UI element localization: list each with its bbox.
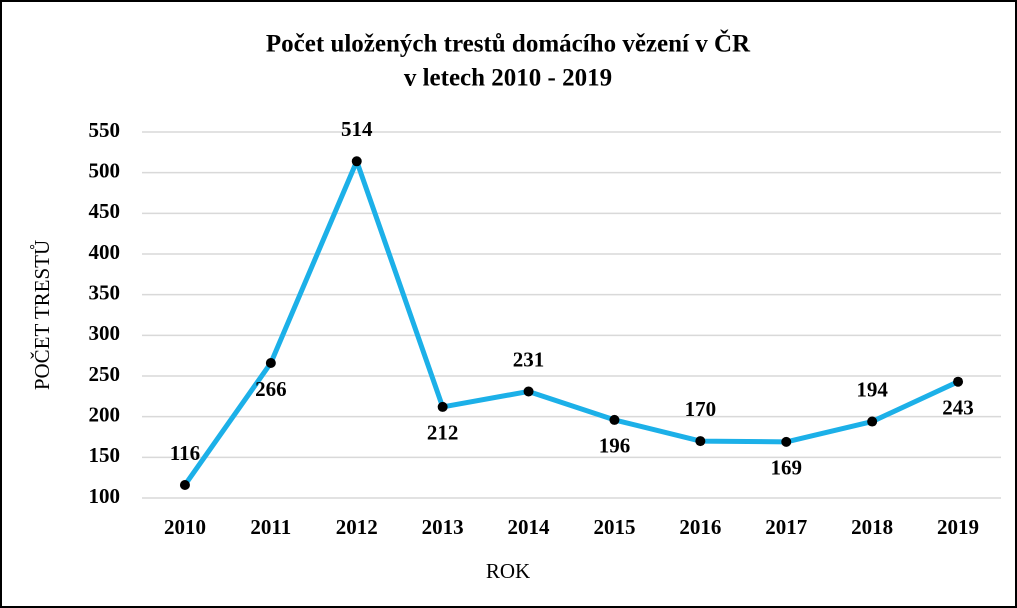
x-tick-label: 2017 bbox=[765, 515, 807, 539]
data-label: 266 bbox=[255, 377, 287, 401]
x-tick-label: 2013 bbox=[422, 515, 464, 539]
point bbox=[695, 436, 706, 447]
line bbox=[182, 158, 960, 487]
x-tick-label: 2016 bbox=[679, 515, 721, 539]
y-axis-label: POČET TRESTŮ bbox=[30, 240, 54, 390]
x-tick-label: 2012 bbox=[336, 515, 378, 539]
data-label: 169 bbox=[771, 456, 803, 480]
data-label: 170 bbox=[685, 397, 717, 421]
point bbox=[437, 401, 448, 412]
data-label: 212 bbox=[427, 421, 459, 445]
x-tick-label: 2015 bbox=[593, 515, 635, 539]
point bbox=[953, 376, 964, 387]
data-label: 514 bbox=[341, 117, 373, 141]
x-tick-label: 2010 bbox=[164, 515, 206, 539]
data-label: 231 bbox=[513, 347, 545, 371]
chart-subtitle: v letech 2010 - 2019 bbox=[404, 65, 612, 92]
point bbox=[781, 436, 792, 447]
y-tick-label: 200 bbox=[89, 402, 121, 426]
y-tick-label: 400 bbox=[89, 240, 121, 264]
data-label: 194 bbox=[856, 377, 888, 401]
y-tick-label: 250 bbox=[89, 362, 121, 386]
point bbox=[265, 357, 276, 368]
y-tick-label: 450 bbox=[89, 199, 121, 223]
data-label: 196 bbox=[599, 434, 631, 458]
x-axis-label: ROK bbox=[486, 559, 530, 583]
data-label: 116 bbox=[170, 441, 200, 465]
y-tick-label: 500 bbox=[89, 158, 121, 182]
y-tick-label: 300 bbox=[89, 321, 121, 345]
point bbox=[351, 156, 362, 167]
x-tick-label: 2014 bbox=[508, 515, 551, 539]
chart-title: Počet uložených trestů domácího vězení v… bbox=[266, 29, 751, 58]
point bbox=[179, 479, 190, 490]
point bbox=[867, 416, 878, 427]
y-tick-label: 150 bbox=[89, 443, 121, 467]
x-tick-label: 2018 bbox=[851, 515, 893, 539]
y-tick-label: 350 bbox=[89, 280, 121, 304]
data-label: 243 bbox=[942, 396, 974, 420]
x-tick-label: 2011 bbox=[250, 515, 291, 539]
point bbox=[609, 414, 620, 425]
point bbox=[523, 386, 534, 397]
y-tick-label: 100 bbox=[89, 484, 121, 508]
x-tick-label: 2019 bbox=[937, 515, 979, 539]
y-tick-label: 550 bbox=[89, 118, 121, 142]
